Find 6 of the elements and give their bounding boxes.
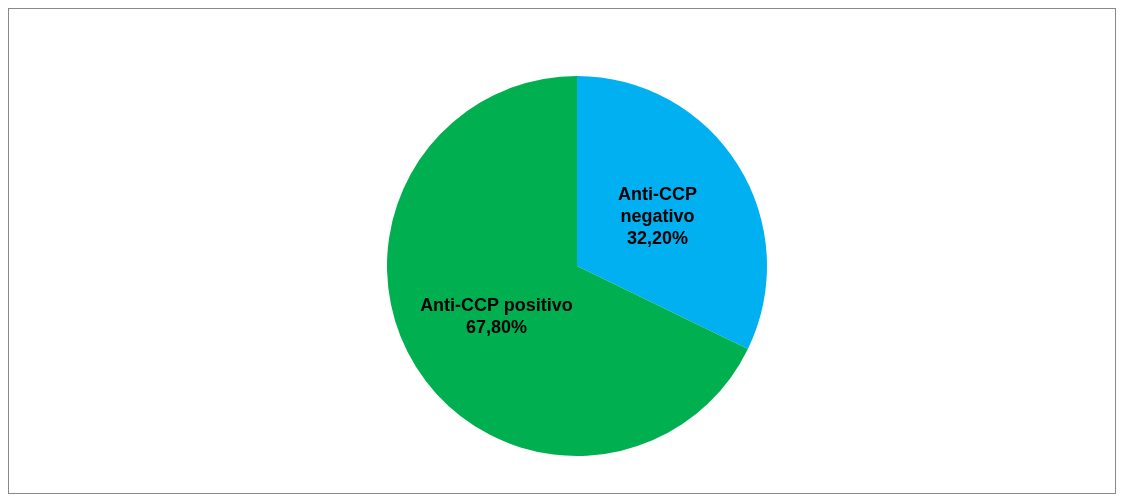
data-label: 32,20% [627, 227, 689, 248]
data-label: 67,80% [465, 317, 527, 338]
pie-slice [387, 76, 748, 456]
pie-slice [577, 76, 767, 350]
slice-label: Anti-CCP positivo [420, 295, 573, 316]
slice-label: Anti-CCP negativo [618, 183, 698, 226]
